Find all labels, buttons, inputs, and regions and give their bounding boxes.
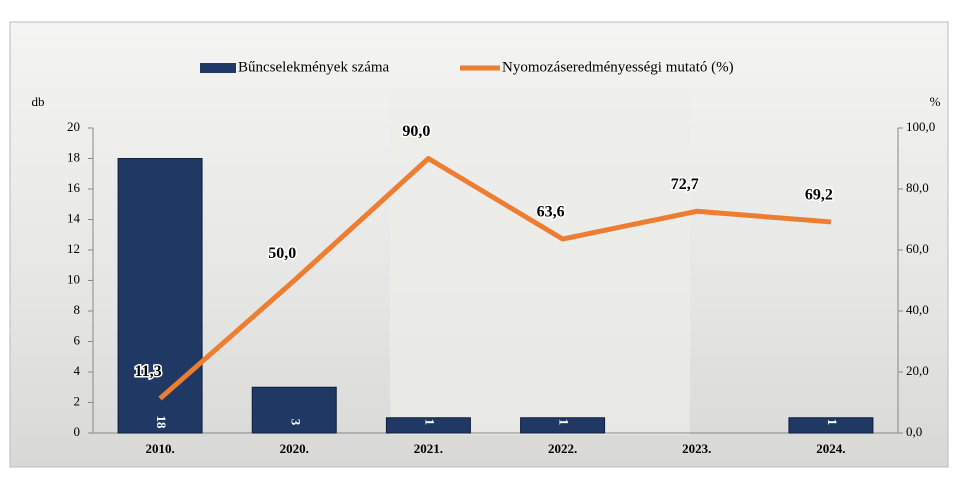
y-tick-label: 12	[67, 241, 80, 256]
y-tick-label: 2	[74, 393, 81, 408]
background-building	[390, 90, 690, 435]
bar-value-label: 3	[288, 419, 303, 426]
line-value-label: 72,7	[671, 176, 699, 193]
y-tick-label: 14	[67, 210, 81, 225]
bar-value-label: 1	[825, 419, 840, 426]
x-tick-label: 2023.	[682, 441, 711, 456]
y-tick-label: 18	[67, 149, 80, 164]
line	[158, 156, 832, 401]
bar-value-label: 1	[422, 419, 437, 426]
line-value-label: 69,2	[805, 187, 833, 204]
bar-value-label: 18	[154, 416, 169, 430]
y-tick-label: 6	[74, 332, 81, 347]
y2-tick-label: 20,0	[906, 363, 929, 378]
y2-tick-label: 80,0	[906, 180, 929, 195]
x-tick-label: 2024.	[816, 441, 845, 456]
x-tick-label: 2010.	[145, 441, 174, 456]
x-tick-label: 2021.	[414, 441, 443, 456]
line-value-label: 90,0	[402, 123, 430, 140]
y2-tick-label: 60,0	[906, 241, 929, 256]
x-tick-label: 2022.	[548, 441, 577, 456]
y-tick-label: 4	[74, 363, 81, 378]
y2-tick-label: 0,0	[906, 424, 922, 439]
bar	[385, 417, 471, 434]
bar	[117, 158, 203, 434]
y2-tick-label: 40,0	[906, 302, 929, 317]
y-tick-label: 20	[67, 119, 80, 134]
y-tick-label: 10	[67, 271, 80, 286]
line-value-label: 11,3	[135, 363, 162, 380]
bar-value-label: 1	[557, 419, 572, 426]
bar	[251, 386, 337, 434]
bar	[788, 417, 874, 434]
x-tick-label: 2020.	[280, 441, 309, 456]
legend-swatch	[200, 63, 236, 73]
line-value-label: 50,0	[268, 245, 296, 262]
line-value-label: 63,6	[537, 204, 565, 221]
y2-tick-label: 100,0	[906, 119, 935, 134]
legend-label: Bűncselekmények száma	[238, 59, 390, 75]
y-tick-label: 0	[74, 424, 81, 439]
y-tick-label: 8	[74, 302, 81, 317]
legend-label: Nyomozáseredményességi mutató (%)	[502, 59, 734, 75]
y-axis-label: db	[32, 94, 45, 109]
y-tick-label: 16	[67, 180, 81, 195]
bar	[520, 417, 606, 434]
y2-axis-label: %	[930, 94, 941, 109]
